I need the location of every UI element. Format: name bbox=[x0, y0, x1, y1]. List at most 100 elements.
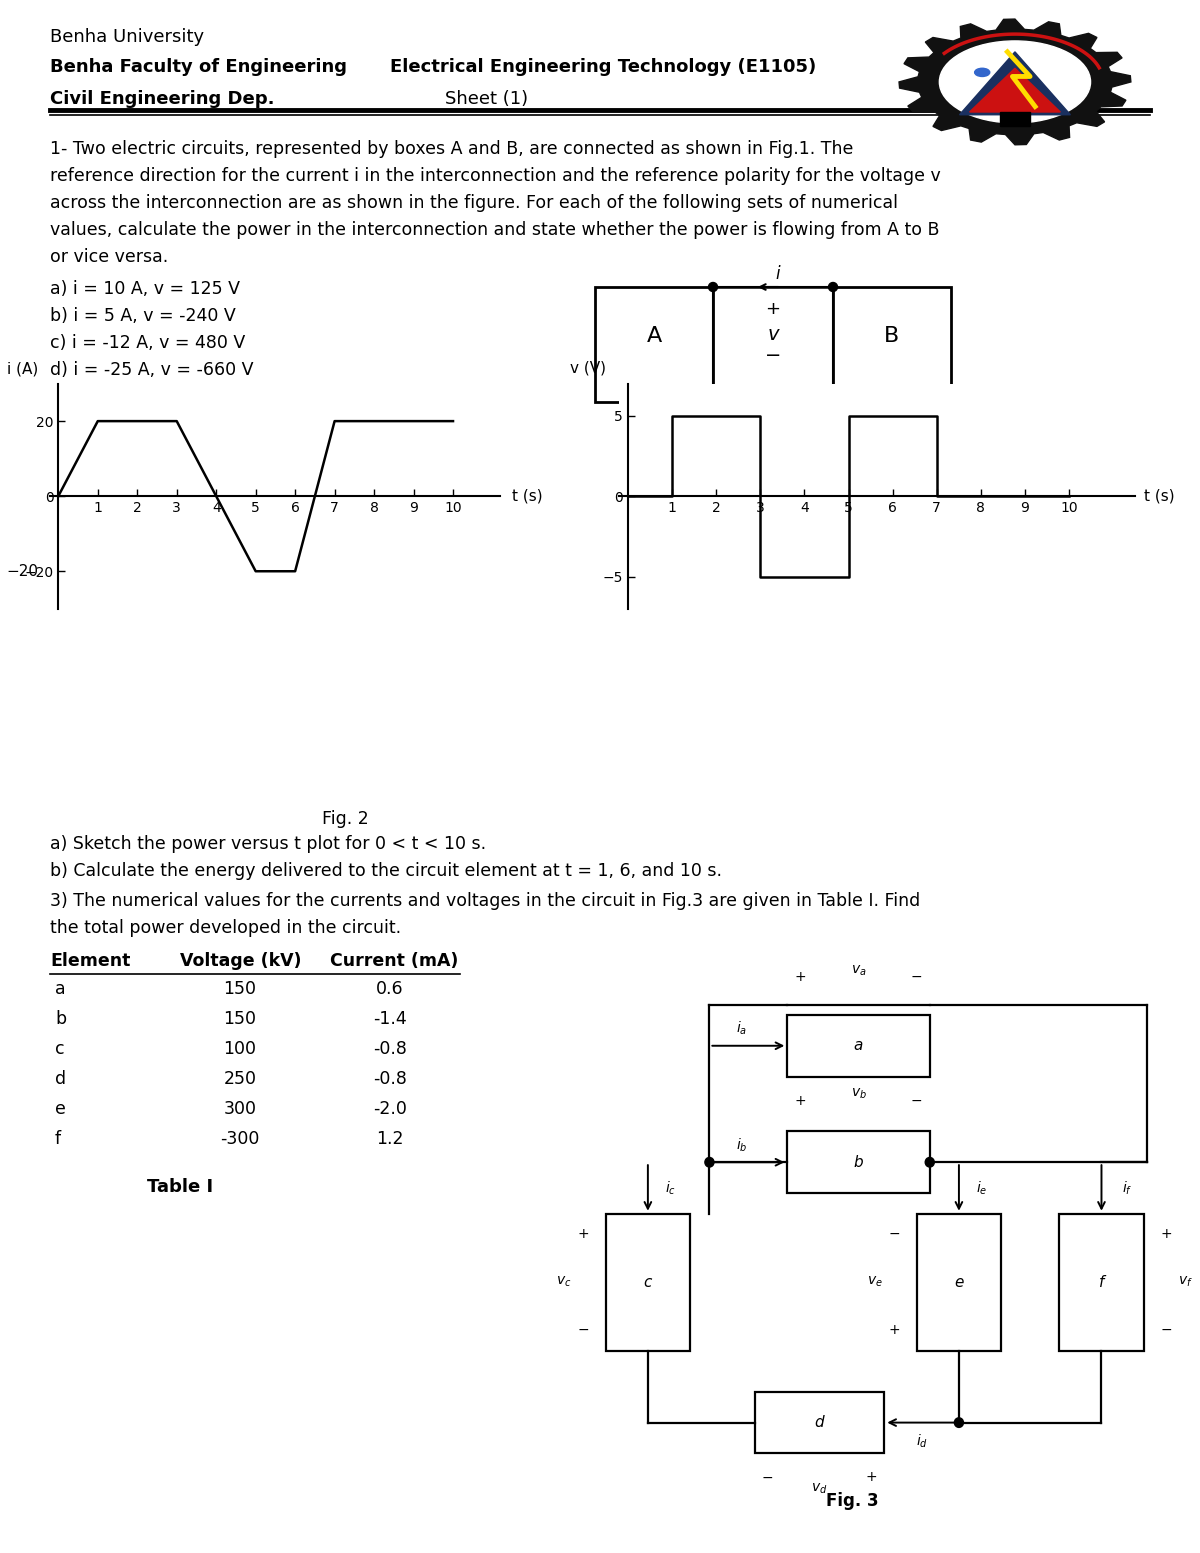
Text: i (A): i (A) bbox=[7, 362, 38, 376]
Bar bbox=[1060, 1213, 1144, 1351]
Text: across the interconnection are as shown in the figure. For each of the following: across the interconnection are as shown … bbox=[50, 194, 898, 213]
Text: d: d bbox=[815, 1415, 824, 1430]
Text: $i_f$: $i_f$ bbox=[1122, 1179, 1133, 1197]
Circle shape bbox=[925, 1157, 935, 1166]
Text: c) i = -12 A, v = 480 V: c) i = -12 A, v = 480 V bbox=[50, 334, 245, 353]
Text: values, calculate the power in the interconnection and state whether the power i: values, calculate the power in the inter… bbox=[50, 221, 940, 239]
Text: b) i = 5 A, v = -240 V: b) i = 5 A, v = -240 V bbox=[50, 307, 235, 325]
Text: −: − bbox=[888, 1227, 900, 1241]
Bar bbox=[606, 1213, 690, 1351]
Text: Current (mA): Current (mA) bbox=[330, 952, 458, 971]
Bar bbox=[1000, 112, 1030, 126]
Text: 150: 150 bbox=[223, 980, 257, 999]
Text: −: − bbox=[577, 1323, 589, 1337]
Text: $i_d$: $i_d$ bbox=[916, 1433, 928, 1451]
Text: b) Calculate the energy delivered to the circuit element at t = 1, 6, and 10 s.: b) Calculate the energy delivered to the… bbox=[50, 862, 722, 881]
Text: -2.0: -2.0 bbox=[373, 1100, 407, 1118]
Bar bbox=[755, 1391, 884, 1454]
Bar bbox=[833, 287, 952, 402]
Text: +: + bbox=[766, 300, 780, 318]
Text: 3) The numerical values for the currents and voltages in the circuit in Fig.3 ar: 3) The numerical values for the currents… bbox=[50, 891, 920, 910]
Text: Benha Faculty of Engineering: Benha Faculty of Engineering bbox=[50, 57, 347, 76]
Text: a: a bbox=[853, 1039, 863, 1053]
Text: $i_b$: $i_b$ bbox=[736, 1137, 748, 1154]
Text: -1.4: -1.4 bbox=[373, 1009, 407, 1028]
Text: $v_a$: $v_a$ bbox=[851, 963, 866, 977]
Text: t (s): t (s) bbox=[1144, 489, 1175, 503]
Text: B: B bbox=[884, 326, 900, 346]
Text: a: a bbox=[55, 980, 66, 999]
Circle shape bbox=[828, 398, 838, 407]
Text: t (s): t (s) bbox=[512, 489, 542, 503]
Text: +: + bbox=[865, 1471, 877, 1485]
Bar bbox=[595, 287, 713, 402]
Text: −: − bbox=[1160, 1323, 1172, 1337]
Circle shape bbox=[708, 283, 718, 292]
Text: d) i = -25 A, v = -660 V: d) i = -25 A, v = -660 V bbox=[50, 360, 253, 379]
Text: +: + bbox=[794, 971, 806, 985]
Text: $v_e$: $v_e$ bbox=[866, 1275, 882, 1289]
Text: -0.8: -0.8 bbox=[373, 1070, 407, 1089]
Text: v (V): v (V) bbox=[570, 360, 606, 376]
Text: d: d bbox=[55, 1070, 66, 1089]
Text: e: e bbox=[954, 1275, 964, 1289]
Text: e: e bbox=[55, 1100, 66, 1118]
Text: Voltage (kV): Voltage (kV) bbox=[180, 952, 301, 971]
Text: −: − bbox=[762, 1471, 774, 1485]
Text: f: f bbox=[55, 1131, 61, 1148]
Text: −: − bbox=[911, 971, 923, 985]
Text: A: A bbox=[647, 326, 661, 346]
Circle shape bbox=[954, 1418, 964, 1427]
Text: c: c bbox=[643, 1275, 652, 1289]
Text: b: b bbox=[55, 1009, 66, 1028]
Text: Electrical Engineering Technology (E1105): Electrical Engineering Technology (E1105… bbox=[390, 57, 816, 76]
Text: Benha University: Benha University bbox=[50, 28, 204, 47]
Text: −: − bbox=[911, 1093, 923, 1107]
Text: Fig.1: Fig.1 bbox=[754, 443, 793, 460]
Polygon shape bbox=[899, 19, 1130, 144]
Text: Fig. 2: Fig. 2 bbox=[322, 811, 368, 828]
Text: or vice versa.: or vice versa. bbox=[50, 248, 168, 266]
Text: Fig. 3: Fig. 3 bbox=[826, 1492, 878, 1511]
Text: -0.8: -0.8 bbox=[373, 1041, 407, 1058]
Text: Element: Element bbox=[50, 952, 131, 971]
Text: $v_f$: $v_f$ bbox=[1178, 1275, 1193, 1289]
Text: $v_b$: $v_b$ bbox=[851, 1087, 866, 1101]
Text: $v_c$: $v_c$ bbox=[556, 1275, 571, 1289]
Text: +: + bbox=[794, 1093, 806, 1107]
Text: 0.6: 0.6 bbox=[376, 980, 404, 999]
Text: +: + bbox=[577, 1227, 589, 1241]
Text: +: + bbox=[888, 1323, 900, 1337]
Text: 300: 300 bbox=[223, 1100, 257, 1118]
Text: $i_e$: $i_e$ bbox=[976, 1179, 988, 1197]
Circle shape bbox=[708, 398, 718, 407]
Circle shape bbox=[828, 283, 838, 292]
Polygon shape bbox=[970, 68, 1061, 112]
Polygon shape bbox=[960, 51, 1070, 115]
Text: +: + bbox=[1160, 1227, 1172, 1241]
Text: 2) The voltage and current are shown in Fig. 2.: 2) The voltage and current are shown in … bbox=[50, 439, 458, 458]
Text: f: f bbox=[1099, 1275, 1104, 1289]
Text: $v_d$: $v_d$ bbox=[811, 1482, 828, 1496]
Text: 100: 100 bbox=[223, 1041, 257, 1058]
Circle shape bbox=[974, 68, 990, 76]
Text: i: i bbox=[775, 266, 780, 283]
Circle shape bbox=[704, 1157, 714, 1166]
Text: 150: 150 bbox=[223, 1009, 257, 1028]
Text: v: v bbox=[767, 326, 779, 345]
Circle shape bbox=[940, 40, 1091, 123]
Bar bbox=[917, 1213, 1001, 1351]
Text: Table I: Table I bbox=[146, 1179, 214, 1196]
Bar bbox=[787, 1132, 930, 1193]
Bar bbox=[713, 287, 833, 402]
Bar bbox=[787, 1016, 930, 1076]
Text: Sheet (1): Sheet (1) bbox=[445, 90, 528, 109]
Text: reference direction for the current i in the interconnection and the reference p: reference direction for the current i in… bbox=[50, 168, 941, 185]
Text: a) i = 10 A, v = 125 V: a) i = 10 A, v = 125 V bbox=[50, 280, 240, 298]
Text: Civil Engineering Dep.: Civil Engineering Dep. bbox=[50, 90, 275, 109]
Text: 1.2: 1.2 bbox=[377, 1131, 403, 1148]
Text: a) Sketch the power versus t plot for 0 < t < 10 s.: a) Sketch the power versus t plot for 0 … bbox=[50, 836, 486, 853]
Text: b: b bbox=[853, 1155, 863, 1169]
Text: 250: 250 bbox=[223, 1070, 257, 1089]
Text: 1- Two electric circuits, represented by boxes A and B, are connected as shown i: 1- Two electric circuits, represented by… bbox=[50, 140, 853, 158]
